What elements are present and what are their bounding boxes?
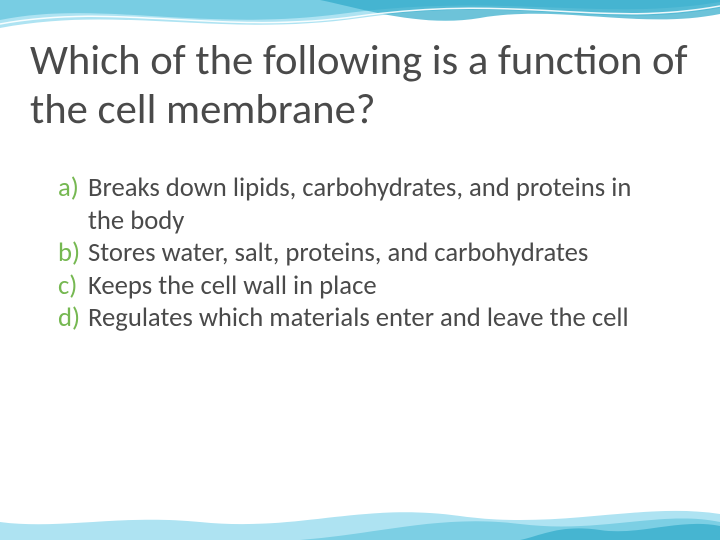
option-marker: c) xyxy=(58,270,88,303)
option-marker: d) xyxy=(58,302,88,335)
option-text: Regulates which materials enter and leav… xyxy=(88,302,668,335)
option-c: c) Keeps the cell wall in place xyxy=(58,270,668,303)
option-text: Breaks down lipids, carbohydrates, and p… xyxy=(88,172,668,237)
option-marker: a) xyxy=(58,172,88,205)
option-d: d) Regulates which materials enter and l… xyxy=(58,302,668,335)
option-b: b) Stores water, salt, proteins, and car… xyxy=(58,237,668,270)
wave-svg-bottom xyxy=(0,500,720,540)
option-text: Keeps the cell wall in place xyxy=(88,270,668,303)
option-a: a) Breaks down lipids, carbohydrates, an… xyxy=(58,172,668,237)
options-list: a) Breaks down lipids, carbohydrates, an… xyxy=(58,172,668,335)
option-marker: b) xyxy=(58,237,88,270)
bottom-wave-decoration xyxy=(0,500,720,540)
option-text: Stores water, salt, proteins, and carboh… xyxy=(88,237,668,270)
slide: Which of the following is a function of … xyxy=(0,0,720,540)
question-title: Which of the following is a function of … xyxy=(30,36,690,134)
